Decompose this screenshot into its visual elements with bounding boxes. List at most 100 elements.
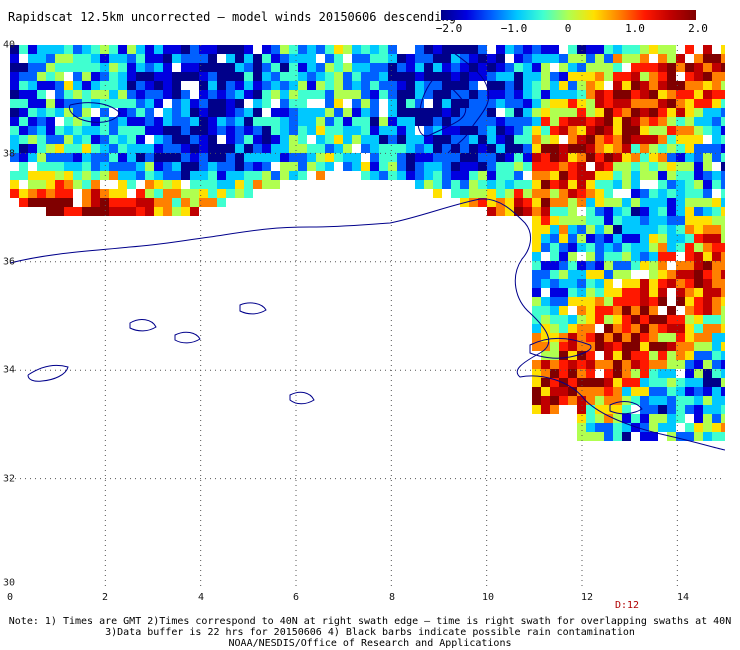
wind-cell xyxy=(397,162,406,171)
wind-cell xyxy=(208,144,217,153)
wind-cell xyxy=(577,324,586,333)
wind-cell xyxy=(55,171,64,180)
wind-cell xyxy=(199,198,208,207)
wind-cell xyxy=(622,207,631,216)
wind-cell xyxy=(154,144,163,153)
wind-cell xyxy=(658,252,667,261)
wind-cell xyxy=(226,117,235,126)
wind-cell xyxy=(712,360,721,369)
wind-cell xyxy=(487,126,496,135)
wind-cell xyxy=(244,144,253,153)
wind-cell xyxy=(469,171,478,180)
wind-cell xyxy=(721,387,725,396)
wind-cell xyxy=(55,198,64,207)
wind-cell xyxy=(127,162,136,171)
wind-cell xyxy=(577,315,586,324)
wind-cell xyxy=(694,225,703,234)
wind-cell xyxy=(604,162,613,171)
wind-cell xyxy=(685,117,694,126)
wind-cell xyxy=(568,216,577,225)
wind-cell xyxy=(703,234,712,243)
wind-cell xyxy=(550,279,559,288)
wind-cell xyxy=(226,45,235,54)
wind-cell xyxy=(19,189,28,198)
wind-cell xyxy=(595,54,604,63)
wind-cell xyxy=(28,153,37,162)
wind-cell xyxy=(676,198,685,207)
wind-cell xyxy=(298,45,307,54)
wind-cell xyxy=(37,117,46,126)
wind-cell xyxy=(28,144,37,153)
wind-cell xyxy=(451,45,460,54)
wind-cell xyxy=(604,225,613,234)
wind-cell xyxy=(622,414,631,423)
wind-cell xyxy=(703,324,712,333)
wind-cell xyxy=(433,81,442,90)
wind-cell xyxy=(622,153,631,162)
wind-cell xyxy=(604,342,613,351)
wind-cell xyxy=(388,153,397,162)
wind-cell xyxy=(433,63,442,72)
wind-cell xyxy=(91,90,100,99)
wind-cell xyxy=(613,198,622,207)
wind-cell xyxy=(532,90,541,99)
wind-cell xyxy=(163,90,172,99)
wind-cell xyxy=(649,387,658,396)
wind-cell xyxy=(577,225,586,234)
wind-cell xyxy=(640,72,649,81)
wind-cell xyxy=(100,99,109,108)
wind-cell xyxy=(577,144,586,153)
wind-cell xyxy=(271,117,280,126)
wind-cell xyxy=(550,162,559,171)
wind-cell xyxy=(478,126,487,135)
wind-cell xyxy=(685,207,694,216)
wind-cell xyxy=(19,162,28,171)
wind-cell xyxy=(622,261,631,270)
wind-cell xyxy=(595,378,604,387)
wind-cell xyxy=(154,135,163,144)
wind-cell xyxy=(73,180,82,189)
wind-cell xyxy=(613,324,622,333)
wind-cell xyxy=(379,72,388,81)
wind-cell xyxy=(622,144,631,153)
wind-cell xyxy=(10,108,19,117)
wind-cell xyxy=(280,108,289,117)
wind-cell xyxy=(469,189,478,198)
wind-cell xyxy=(136,81,145,90)
wind-cell xyxy=(703,63,712,72)
wind-cell xyxy=(505,171,514,180)
wind-cell xyxy=(631,162,640,171)
wind-cell xyxy=(280,45,289,54)
wind-cell xyxy=(469,72,478,81)
wind-cell xyxy=(613,405,622,414)
wind-cell xyxy=(658,279,667,288)
wind-cell xyxy=(631,342,640,351)
wind-cell xyxy=(721,99,725,108)
wind-cell xyxy=(469,54,478,63)
wind-cell xyxy=(280,135,289,144)
wind-cell xyxy=(613,378,622,387)
wind-cell xyxy=(370,54,379,63)
wind-cell xyxy=(82,54,91,63)
wind-cell xyxy=(595,225,604,234)
wind-cell xyxy=(559,117,568,126)
wind-cell xyxy=(10,171,19,180)
wind-cell xyxy=(694,63,703,72)
wind-cell xyxy=(226,72,235,81)
wind-cell xyxy=(631,207,640,216)
lat-lon-grid xyxy=(10,45,725,587)
wind-cell xyxy=(649,306,658,315)
wind-cell xyxy=(559,180,568,189)
wind-cell xyxy=(523,90,532,99)
wind-cell xyxy=(595,396,604,405)
wind-cell xyxy=(181,153,190,162)
wind-cell xyxy=(712,324,721,333)
wind-cell xyxy=(118,63,127,72)
wind-cell xyxy=(514,108,523,117)
wind-cell xyxy=(226,189,235,198)
wind-cell xyxy=(703,153,712,162)
wind-cell xyxy=(613,351,622,360)
wind-cell xyxy=(667,315,676,324)
wind-cell xyxy=(496,72,505,81)
wind-cell xyxy=(577,90,586,99)
